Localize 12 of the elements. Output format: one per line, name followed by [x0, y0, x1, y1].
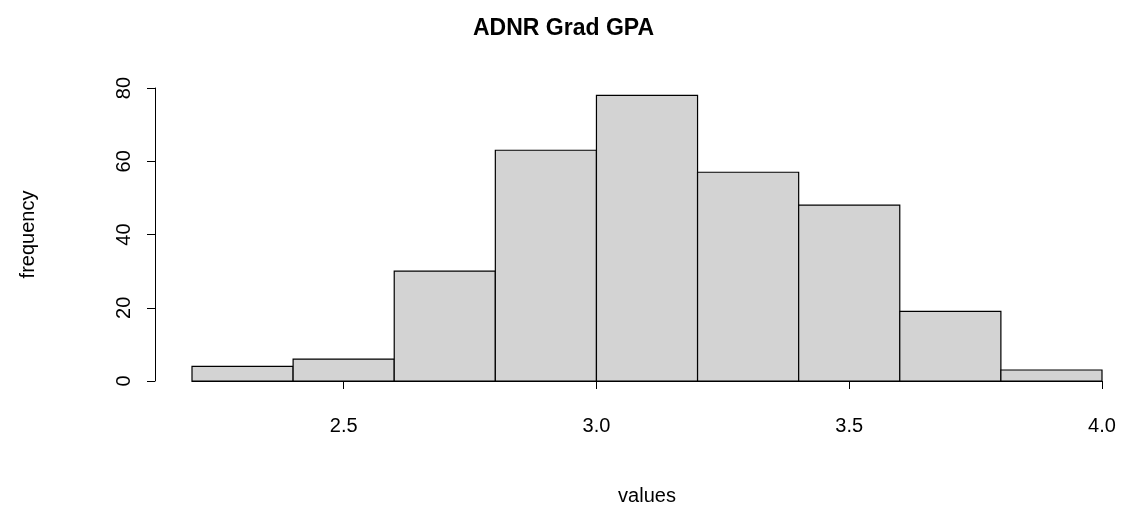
- y-tick-label: 60: [112, 150, 134, 173]
- x-axis-title: values: [618, 484, 676, 506]
- y-tick-label: 40: [112, 223, 134, 246]
- x-tick-label: 3.0: [582, 414, 611, 436]
- x-tick-label: 2.5: [329, 414, 358, 436]
- y-tick-label: 20: [112, 296, 134, 319]
- x-tick-label: 4.0: [1088, 414, 1116, 436]
- x-tick-label: 3.5: [835, 414, 864, 436]
- y-tick-label: 80: [112, 76, 134, 100]
- y-tick-label: 0: [112, 375, 134, 387]
- chart-title: ADNR Grad GPA: [472, 13, 655, 40]
- y-axis-title: frequency: [16, 190, 38, 279]
